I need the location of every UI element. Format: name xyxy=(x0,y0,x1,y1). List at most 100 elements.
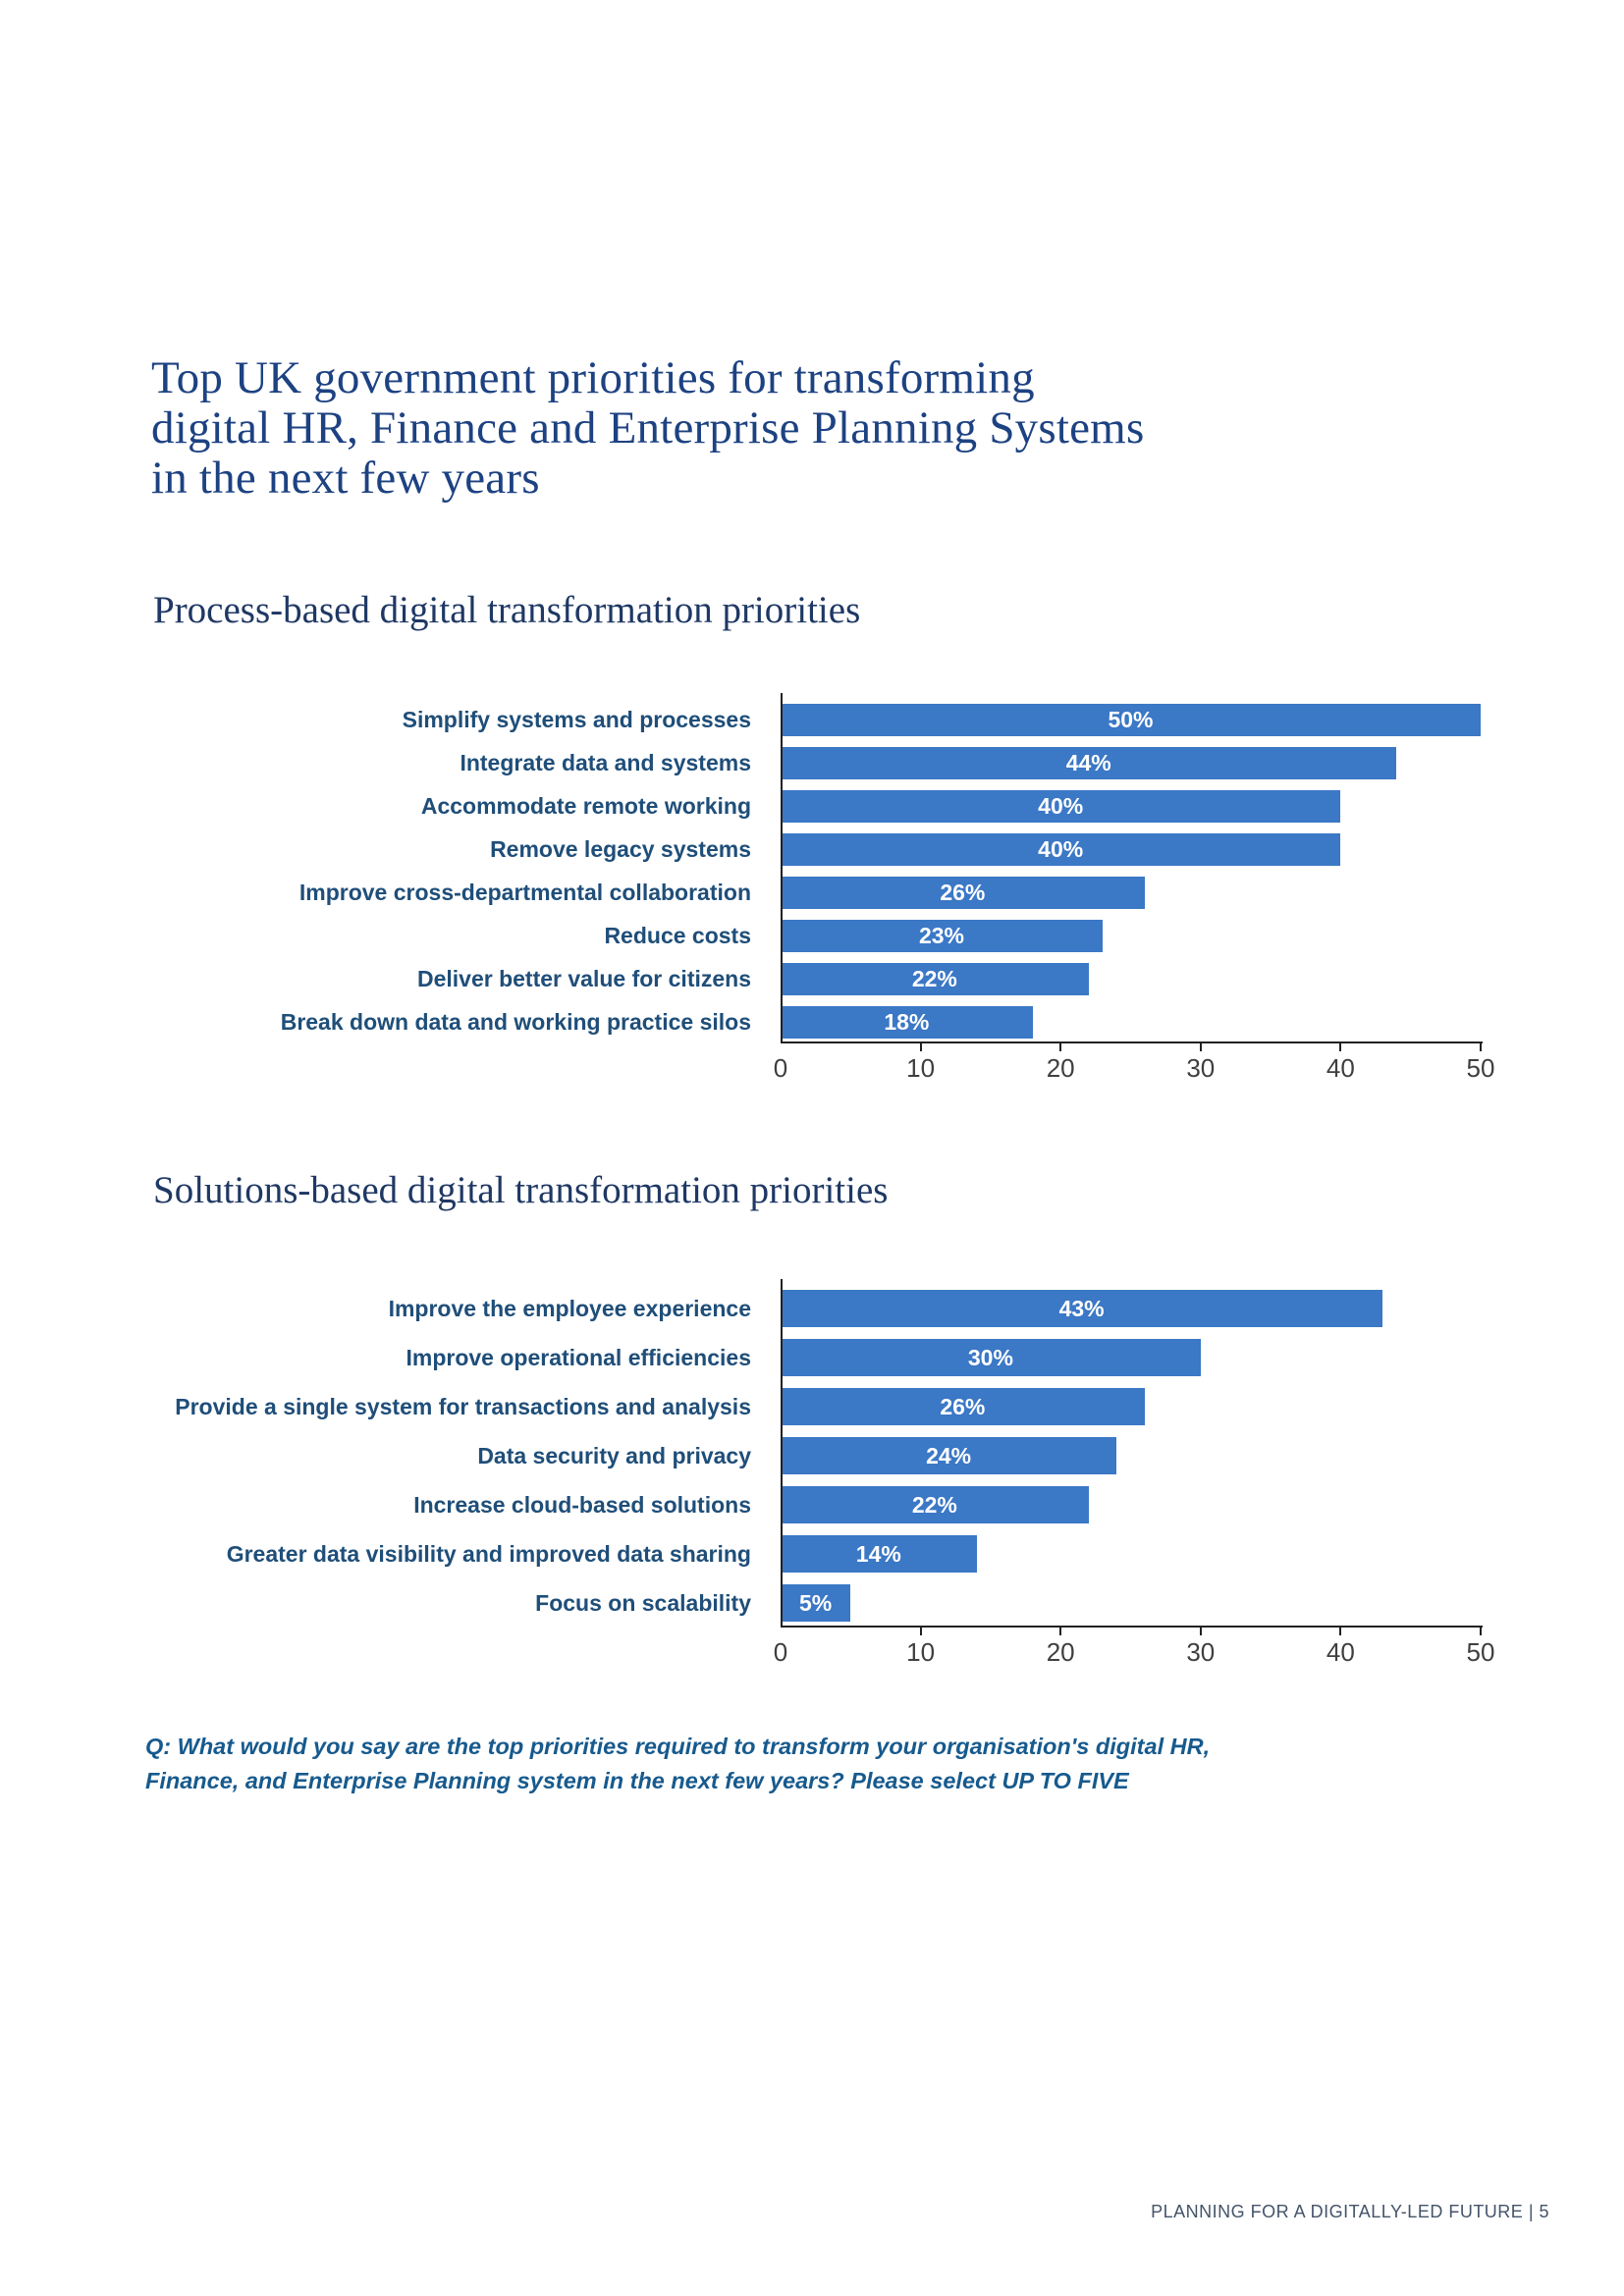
tick-label: 20 xyxy=(1046,1053,1075,1083)
chart-row: Accommodate remote working 40% xyxy=(118,784,1483,828)
chart-row: Provide a single system for transactions… xyxy=(118,1382,1483,1431)
page-title-line: Top UK government priorities for transfo… xyxy=(151,352,1035,403)
bar-track: 5% xyxy=(781,1578,1481,1628)
chart-row: Increase cloud-based solutions 22% xyxy=(118,1480,1483,1529)
question-line: Finance, and Enterprise Planning system … xyxy=(145,1768,1129,1793)
bar-track: 23% xyxy=(781,914,1481,957)
bar-track: 40% xyxy=(781,784,1481,828)
bar: 22% xyxy=(781,962,1089,995)
tick-label: 10 xyxy=(906,1053,936,1083)
value-label: 23% xyxy=(918,922,964,948)
tick-label: 30 xyxy=(1186,1637,1216,1667)
category-label: Data security and privacy xyxy=(477,1442,751,1468)
tick-mark xyxy=(919,1628,922,1635)
chart-row: Data security and privacy 24% xyxy=(118,1431,1483,1480)
category-label: Simplify systems and processes xyxy=(402,706,751,732)
bar: 30% xyxy=(781,1339,1201,1376)
chart-row: Integrate data and systems 44% xyxy=(118,741,1483,784)
tick-label: 10 xyxy=(906,1637,936,1667)
value-label: 22% xyxy=(911,1491,957,1518)
tick-label: 20 xyxy=(1046,1637,1075,1667)
category-label: Improve cross-departmental collaboration xyxy=(298,879,751,905)
survey-question-text: Q: What would you say are the top priori… xyxy=(145,1730,1210,1798)
chart-row: Focus on scalability 5% xyxy=(118,1578,1483,1628)
category-label: Focus on scalability xyxy=(535,1589,751,1616)
tick-label: 40 xyxy=(1326,1637,1355,1667)
category-label: Break down data and working practice sil… xyxy=(280,1008,751,1035)
bar-track: 50% xyxy=(781,698,1481,741)
chart-row: Improve operational efficiencies 30% xyxy=(118,1333,1483,1382)
value-label: 50% xyxy=(1108,706,1154,732)
tick-mark xyxy=(1339,1628,1342,1635)
plot-area: Improve the employee experience 43% Improv… xyxy=(118,1279,1483,1628)
chart-row: Remove legacy systems 40% xyxy=(118,828,1483,871)
value-label: 43% xyxy=(1058,1295,1105,1321)
bar: 26% xyxy=(781,1388,1145,1425)
category-label: Improve the employee experience xyxy=(388,1295,751,1321)
category-label: Integrate data and systems xyxy=(460,749,751,775)
chart-title-solutions: Solutions-based digital transformation p… xyxy=(153,1169,889,1211)
category-label: Greater data visibility and improved dat… xyxy=(226,1540,751,1567)
chart-title-process: Process-based digital transformation pri… xyxy=(153,589,861,631)
chart-row: Improve cross-departmental collaboration… xyxy=(118,871,1483,914)
tick-label: 50 xyxy=(1466,1053,1495,1083)
bar-chart-process: Simplify systems and processes 50% Integra… xyxy=(118,693,1494,1089)
question-line: Q: What would you say are the top priori… xyxy=(145,1734,1211,1759)
category-label: Deliver better value for citizens xyxy=(416,965,751,991)
tick-mark xyxy=(1059,1043,1062,1051)
x-axis-ticks: 0 10 20 30 40 50 xyxy=(118,1043,1494,1089)
y-axis-line xyxy=(781,693,783,1043)
bar-track: 30% xyxy=(781,1333,1481,1382)
bar-chart-solutions: Improve the employee experience 43% Improv… xyxy=(118,1279,1494,1673)
tick-label: 30 xyxy=(1186,1053,1216,1083)
bar: 44% xyxy=(781,746,1397,779)
bar-track: 40% xyxy=(781,828,1481,871)
bar: 40% xyxy=(781,789,1341,823)
bar: 22% xyxy=(781,1486,1089,1523)
bar-track: 18% xyxy=(781,1000,1481,1043)
bar: 50% xyxy=(781,703,1481,736)
tick-mark xyxy=(1339,1043,1342,1051)
chart-row: Break down data and working practice sil… xyxy=(118,1000,1483,1043)
tick-mark xyxy=(1480,1628,1482,1635)
bar: 24% xyxy=(781,1437,1117,1474)
value-label: 40% xyxy=(1038,792,1084,819)
plot-area: Simplify systems and processes 50% Integra… xyxy=(118,693,1483,1043)
value-label: 26% xyxy=(940,879,986,905)
value-label: 44% xyxy=(1065,749,1111,775)
y-axis-line xyxy=(781,1279,783,1628)
x-axis-line xyxy=(781,1626,1483,1628)
page-title-line: in the next few years xyxy=(151,453,540,504)
x-axis-line xyxy=(781,1041,1483,1043)
bar: 26% xyxy=(781,876,1145,909)
value-label: 26% xyxy=(940,1393,986,1419)
bar-track: 44% xyxy=(781,741,1481,784)
x-axis-ticks: 0 10 20 30 40 50 xyxy=(118,1628,1494,1673)
bar-track: 26% xyxy=(781,1382,1481,1431)
bar: 18% xyxy=(781,1005,1033,1039)
category-label: Provide a single system for transactions… xyxy=(175,1393,751,1419)
page-title-line: digital HR, Finance and Enterprise Plann… xyxy=(151,402,1145,454)
value-label: 5% xyxy=(799,1589,833,1616)
category-label: Improve operational efficiencies xyxy=(406,1344,751,1370)
bar-track: 22% xyxy=(781,1480,1481,1529)
chart-row: Greater data visibility and improved dat… xyxy=(118,1529,1483,1578)
tick-mark xyxy=(1480,1043,1482,1051)
bar-track: 24% xyxy=(781,1431,1481,1480)
tick-label: 40 xyxy=(1326,1053,1355,1083)
value-label: 18% xyxy=(884,1008,930,1035)
bar-track: 26% xyxy=(781,871,1481,914)
category-label: Increase cloud-based solutions xyxy=(413,1491,751,1518)
tick-mark xyxy=(1059,1628,1062,1635)
footer-text: PLANNING FOR A DIGITALLY-LED FUTURE | 5 xyxy=(1151,2202,1549,2221)
tick-label: 0 xyxy=(773,1637,788,1667)
bar-track: 43% xyxy=(781,1284,1481,1333)
bar-track: 14% xyxy=(781,1529,1481,1578)
bar: 14% xyxy=(781,1535,977,1573)
bar: 5% xyxy=(781,1584,851,1622)
tick-mark xyxy=(919,1043,922,1051)
value-label: 30% xyxy=(967,1344,1013,1370)
bar-track: 22% xyxy=(781,957,1481,1000)
value-label: 24% xyxy=(926,1442,972,1468)
